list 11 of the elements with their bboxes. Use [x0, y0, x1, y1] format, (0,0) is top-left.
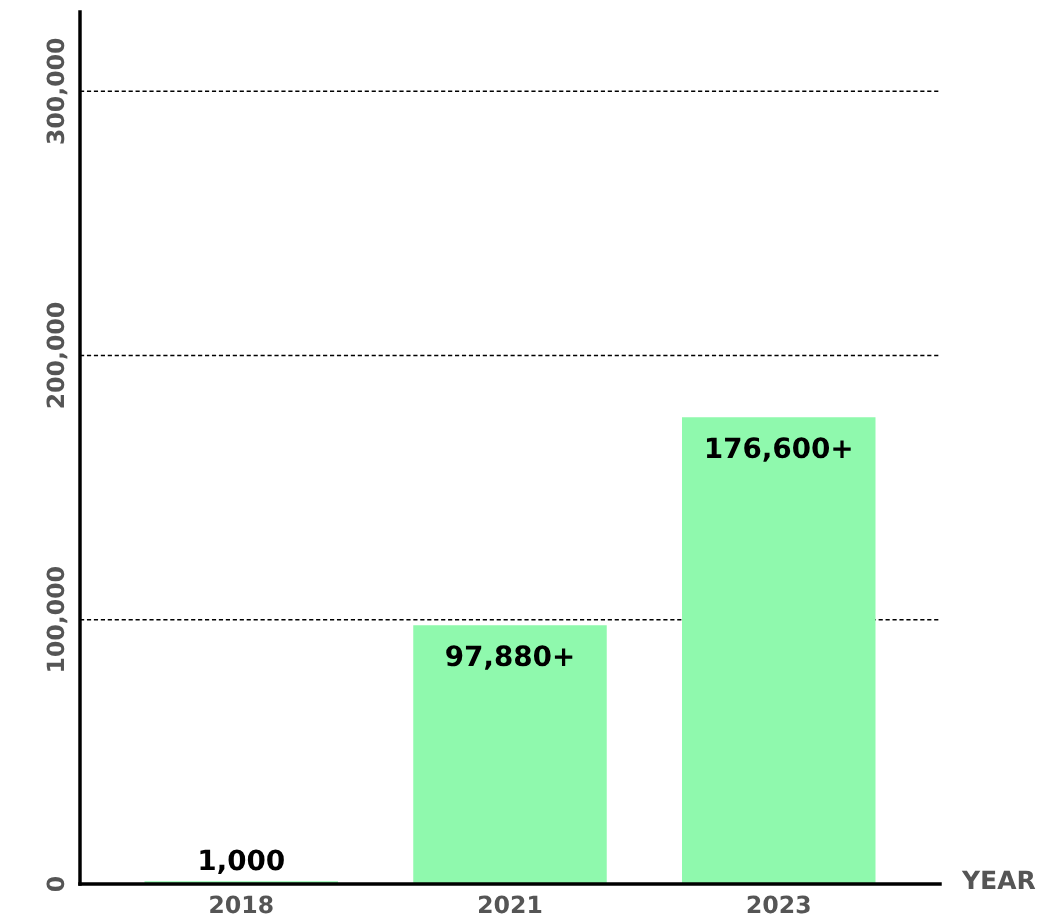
y-tick-label: 100,000 [46, 567, 68, 671]
x-axis-title: YEAR [961, 870, 1036, 889]
data-label: 176,600+ [706, 437, 851, 462]
data-label: 1,000 [200, 849, 284, 874]
y-tick-label: 0 [46, 876, 65, 892]
y-tick-label: 300,000 [46, 38, 68, 144]
data-label: 97,880+ [446, 645, 573, 670]
x-tick-label: 2023 [747, 895, 810, 914]
x-tick-label: 2018 [210, 895, 273, 914]
x-tick-label: 2021 [479, 895, 542, 914]
y-tick-label: 200,000 [46, 302, 68, 408]
